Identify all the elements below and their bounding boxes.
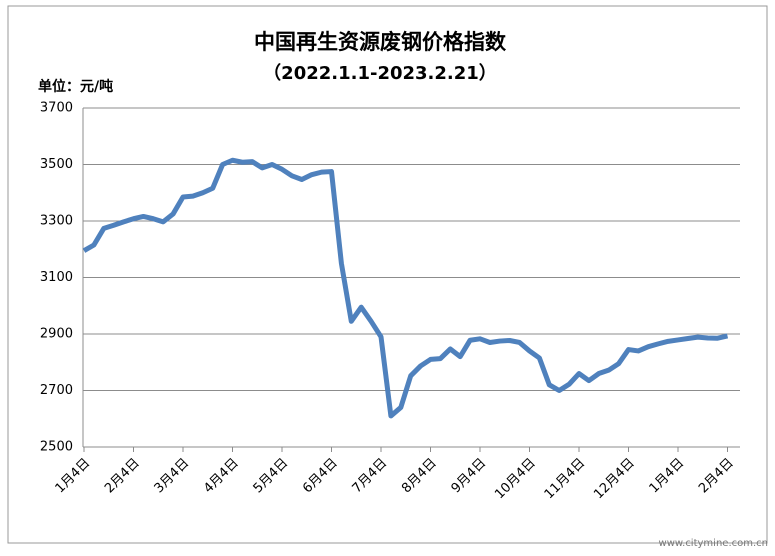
y-tick-label: 3700 [40, 101, 73, 116]
y-tick-label: 3300 [40, 214, 73, 229]
y-tick-label: 3500 [40, 157, 73, 172]
y-tick-label: 3100 [40, 270, 73, 285]
y-tick-label: 2700 [40, 383, 73, 398]
chart-subtitle: （2022.1.1-2023.2.21） [263, 63, 497, 84]
chart-title: 中国再生资源废钢价格指数 [254, 30, 507, 54]
y-tick-label: 2500 [40, 440, 73, 455]
series-line [82, 157, 729, 419]
chart-border [7, 5, 768, 544]
watermark: www.citymine.com.cn [659, 538, 768, 549]
y-tick-label: 2900 [40, 327, 73, 342]
y-axis-label: 单位：元/吨 [38, 78, 113, 95]
